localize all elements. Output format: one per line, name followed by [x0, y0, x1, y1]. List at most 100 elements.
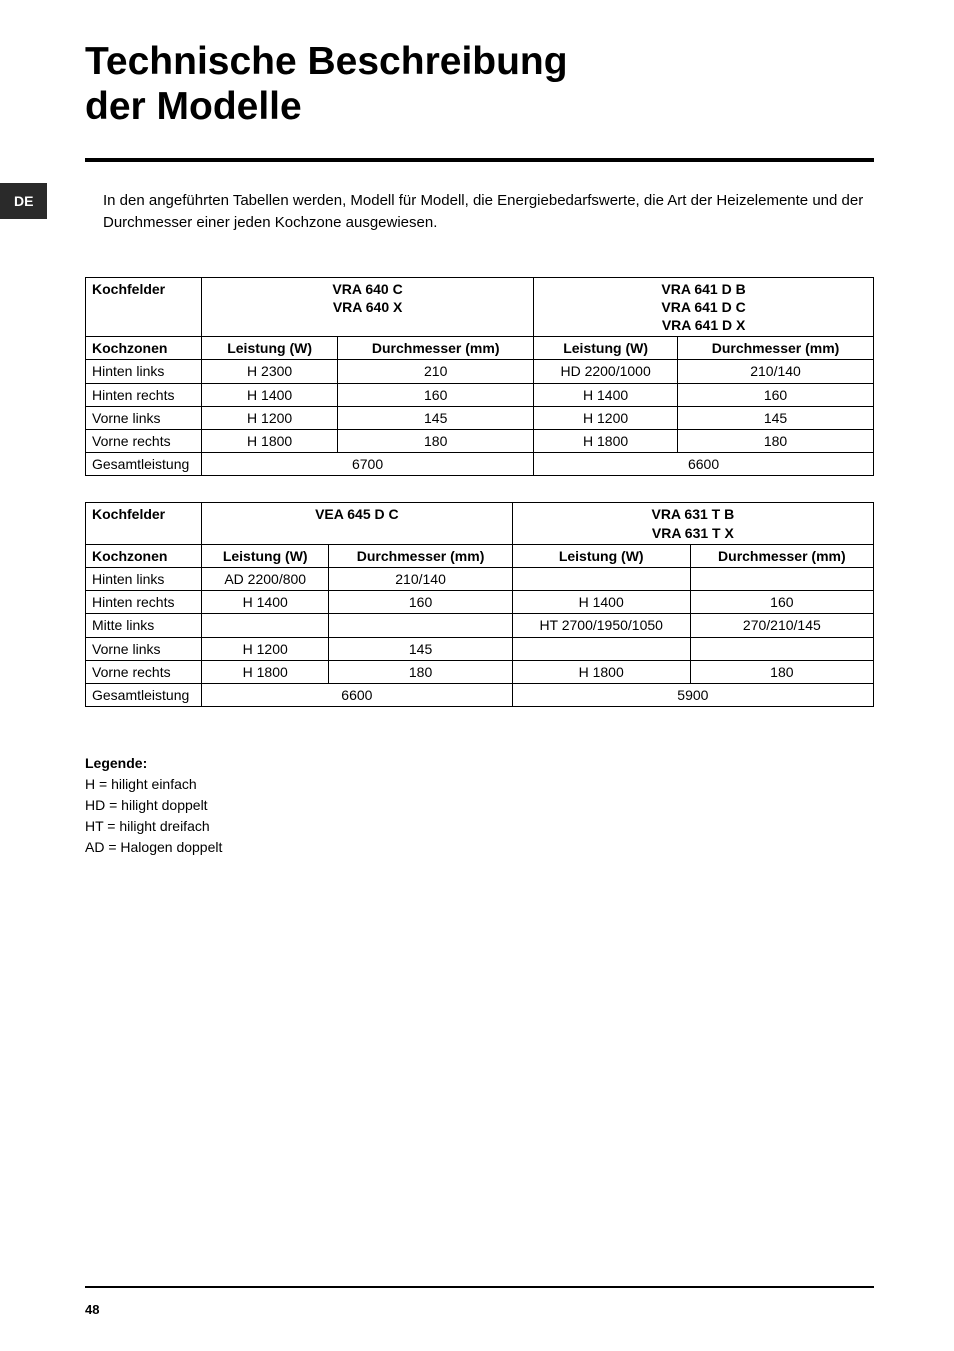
cell-diam: 180 [690, 660, 873, 683]
legend-item: AD = Halogen doppelt [85, 837, 874, 858]
model-b-1: VRA 641 D C [661, 299, 745, 315]
zone-label: Vorne rechts [86, 660, 202, 683]
model-header-b: VRA 641 D B VRA 641 D C VRA 641 D X [534, 277, 874, 337]
legend-item: HD = hilight doppelt [85, 795, 874, 816]
model-b-0: VRA 631 T B [651, 506, 734, 522]
header-kochfelder: Kochfelder [86, 277, 202, 337]
cell-power: H 1800 [534, 430, 678, 453]
cell-diam: 160 [338, 383, 534, 406]
cell-diam: 180 [338, 430, 534, 453]
zone-label: Hinten rechts [86, 591, 202, 614]
title-line-2: der Modelle [85, 85, 302, 128]
total-label: Gesamtleistung [86, 683, 202, 706]
cell-diam: 180 [329, 660, 512, 683]
footer-rule [85, 1286, 874, 1288]
table-row: Hinten links H 2300 210 HD 2200/1000 210… [86, 360, 874, 383]
cell-diam: 210 [338, 360, 534, 383]
page-content: Technische Beschreibung der Modelle In d… [0, 0, 954, 858]
model-a-1: VRA 640 X [333, 299, 403, 315]
model-b-2: VRA 641 D X [662, 317, 746, 333]
cell-power [512, 567, 690, 590]
cell-power: H 1800 [512, 660, 690, 683]
cell-diam: 180 [678, 430, 874, 453]
model-header-a: VEA 645 D C [202, 503, 513, 544]
table-row: Vorne links H 1200 145 [86, 637, 874, 660]
header-kochzonen: Kochzonen [86, 544, 202, 567]
cell-power: H 1400 [202, 383, 338, 406]
table-row: Kochzonen Leistung (W) Durchmesser (mm) … [86, 337, 874, 360]
language-badge: DE [0, 183, 47, 219]
header-leistung: Leistung (W) [202, 337, 338, 360]
intro-paragraph: In den angeführten Tabellen werden, Mode… [85, 190, 874, 235]
cell-power: H 1400 [202, 591, 329, 614]
legend-block: Legende: H = hilight einfach HD = hiligh… [85, 753, 874, 858]
total-label: Gesamtleistung [86, 453, 202, 476]
model-header-b: VRA 631 T B VRA 631 T X [512, 503, 873, 544]
page-number: 48 [85, 1302, 874, 1317]
header-durchmesser: Durchmesser (mm) [678, 337, 874, 360]
table-row: Hinten rechts H 1400 160 H 1400 160 [86, 591, 874, 614]
cell-power: H 1400 [534, 383, 678, 406]
table-row: Hinten rechts H 1400 160 H 1400 160 [86, 383, 874, 406]
cell-power [202, 614, 329, 637]
cell-power: H 2300 [202, 360, 338, 383]
table-row-total: Gesamtleistung 6600 5900 [86, 683, 874, 706]
table-row: Vorne rechts H 1800 180 H 1800 180 [86, 430, 874, 453]
legend-title: Legende: [85, 753, 874, 774]
header-durchmesser: Durchmesser (mm) [338, 337, 534, 360]
table-row: Hinten links AD 2200/800 210/140 [86, 567, 874, 590]
table-row: Kochfelder VRA 640 C VRA 640 X VRA 641 D… [86, 277, 874, 337]
model-b-1: VRA 631 T X [652, 525, 734, 541]
total-a: 6700 [202, 453, 534, 476]
model-a-0: VEA 645 D C [315, 506, 399, 522]
total-b: 6600 [534, 453, 874, 476]
zone-label: Mitte links [86, 614, 202, 637]
cell-diam: 160 [329, 591, 512, 614]
table-row: Vorne rechts H 1800 180 H 1800 180 [86, 660, 874, 683]
model-header-a: VRA 640 C VRA 640 X [202, 277, 534, 337]
cell-power: H 1400 [512, 591, 690, 614]
title-line-1: Technische Beschreibung [85, 40, 568, 83]
legend-item: HT = hilight dreifach [85, 816, 874, 837]
header-leistung: Leistung (W) [202, 544, 329, 567]
cell-power: H 1800 [202, 430, 338, 453]
cell-power: H 1200 [202, 406, 338, 429]
table-row: Kochfelder VEA 645 D C VRA 631 T B VRA 6… [86, 503, 874, 544]
cell-diam [690, 637, 873, 660]
total-a: 6600 [202, 683, 513, 706]
table-row: Kochzonen Leistung (W) Durchmesser (mm) … [86, 544, 874, 567]
header-durchmesser: Durchmesser (mm) [690, 544, 873, 567]
table-row: Vorne links H 1200 145 H 1200 145 [86, 406, 874, 429]
model-a-0: VRA 640 C [332, 281, 402, 297]
cell-diam: 145 [338, 406, 534, 429]
cell-power: HD 2200/1000 [534, 360, 678, 383]
cell-diam: 145 [329, 637, 512, 660]
table-row-total: Gesamtleistung 6700 6600 [86, 453, 874, 476]
zone-label: Vorne links [86, 406, 202, 429]
cell-diam: 210/140 [329, 567, 512, 590]
zone-label: Hinten rechts [86, 383, 202, 406]
zone-label: Vorne rechts [86, 430, 202, 453]
model-b-0: VRA 641 D B [661, 281, 745, 297]
cell-diam [690, 567, 873, 590]
cell-diam: 145 [678, 406, 874, 429]
zone-label: Vorne links [86, 637, 202, 660]
zone-label: Hinten links [86, 360, 202, 383]
legend-item: H = hilight einfach [85, 774, 874, 795]
total-b: 5900 [512, 683, 873, 706]
specs-table-1: Kochfelder VRA 640 C VRA 640 X VRA 641 D… [85, 277, 874, 477]
page-footer: 48 [85, 1286, 874, 1317]
page-title: Technische Beschreibung der Modelle [85, 40, 874, 130]
header-leistung: Leistung (W) [534, 337, 678, 360]
cell-diam [329, 614, 512, 637]
cell-diam: 270/210/145 [690, 614, 873, 637]
table-row: Mitte links HT 2700/1950/1050 270/210/14… [86, 614, 874, 637]
header-kochfelder: Kochfelder [86, 503, 202, 544]
cell-power: H 1200 [534, 406, 678, 429]
cell-power [512, 637, 690, 660]
cell-power: H 1200 [202, 637, 329, 660]
cell-diam: 160 [690, 591, 873, 614]
header-kochzonen: Kochzonen [86, 337, 202, 360]
cell-power: AD 2200/800 [202, 567, 329, 590]
cell-diam: 210/140 [678, 360, 874, 383]
